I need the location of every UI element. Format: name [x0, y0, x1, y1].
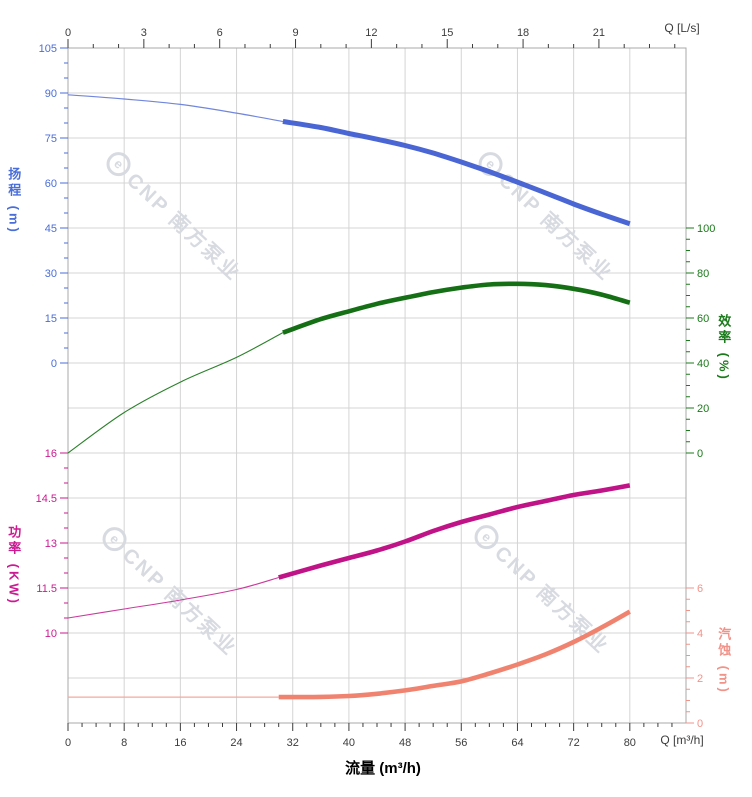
power-curve-thin	[67, 576, 279, 619]
npsh-axis-title: 汽蚀 (m)	[716, 627, 732, 695]
tick-label: 20	[697, 403, 709, 415]
tick-label: 45	[45, 223, 57, 235]
tick-label: 0	[697, 718, 703, 730]
x-axis-title: 流量 (m³/h)	[345, 760, 421, 777]
plot-border	[67, 47, 687, 724]
tick-label: 8	[121, 737, 127, 749]
tick-label: 0	[65, 27, 71, 39]
bottom-axis-unit-label: Q [m³/h]	[660, 733, 704, 747]
tick-label: 0	[65, 737, 71, 749]
power-curve	[278, 483, 631, 580]
tick-label: 16	[174, 737, 186, 749]
tick-label: 18	[517, 27, 529, 39]
tick-label: 9	[292, 27, 298, 39]
tick-label: 15	[441, 27, 453, 39]
tick-label: 32	[287, 737, 299, 749]
tick-label: 11.5	[36, 583, 57, 595]
tick-label: 64	[511, 737, 523, 749]
tick-label: 6	[217, 27, 223, 39]
tick-label: 24	[230, 737, 242, 749]
tick-label: 40	[697, 358, 709, 370]
tick-label: 60	[45, 178, 57, 190]
tick-label: 3	[141, 27, 147, 39]
tick-label: 48	[399, 737, 411, 749]
head-curve	[282, 119, 631, 227]
tick-label: 30	[45, 268, 57, 280]
npsh-curve	[278, 609, 631, 700]
tick-label: 15	[45, 313, 57, 325]
tick-label: 12	[365, 27, 377, 39]
tick-label: 75	[45, 133, 57, 145]
top-axis-unit-label: Q [L/s]	[664, 21, 700, 35]
tick-label: 105	[39, 43, 57, 55]
tick-label: 6	[697, 583, 703, 595]
tick-label: 4	[697, 628, 703, 640]
efficiency-axis-title: 效率 (%)	[716, 314, 732, 382]
tick-label: 90	[45, 88, 57, 100]
tick-label: 80	[624, 737, 636, 749]
tick-label: 56	[455, 737, 467, 749]
tick-label: 72	[568, 737, 580, 749]
tick-label: 100	[697, 223, 715, 235]
tick-label: 10	[45, 628, 57, 640]
tick-label: 60	[697, 313, 709, 325]
tick-label: 80	[697, 268, 709, 280]
head-curve-thin	[67, 94, 284, 123]
tick-label: 0	[51, 358, 57, 370]
efficiency-curve-thin	[67, 332, 284, 454]
power-axis-title: 功率 (KW)	[6, 525, 22, 606]
tick-label: 16	[45, 448, 57, 460]
tick-label: 13	[45, 538, 57, 550]
tick-label: 40	[343, 737, 355, 749]
tick-label: 21	[593, 27, 605, 39]
head-axis-title: 扬程 (m)	[6, 167, 22, 235]
tick-label: 2	[697, 673, 703, 685]
tick-label: 0	[697, 448, 703, 460]
tick-label: 14.5	[36, 493, 57, 505]
efficiency-curve	[282, 281, 631, 335]
